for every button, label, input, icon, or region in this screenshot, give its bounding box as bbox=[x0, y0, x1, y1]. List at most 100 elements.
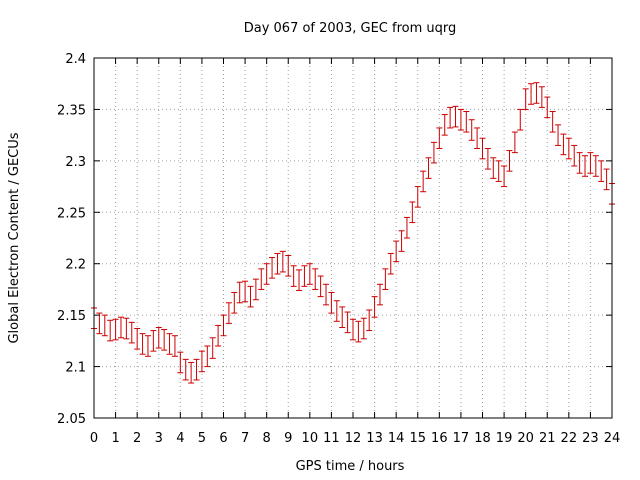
data-point bbox=[495, 160, 502, 182]
data-point bbox=[177, 351, 184, 374]
data-point bbox=[323, 283, 330, 306]
data-point bbox=[511, 131, 518, 154]
data-point bbox=[188, 361, 195, 384]
data-point bbox=[463, 110, 470, 133]
data-point bbox=[96, 312, 103, 335]
data-point bbox=[576, 152, 583, 174]
x-tick-label: 16 bbox=[431, 431, 448, 446]
data-point bbox=[393, 240, 400, 263]
data-point bbox=[312, 268, 319, 290]
data-point bbox=[101, 314, 108, 337]
plot-frame bbox=[93, 57, 613, 419]
data-point bbox=[447, 106, 454, 129]
data-point bbox=[484, 148, 491, 170]
data-point bbox=[587, 152, 594, 174]
data-point bbox=[231, 292, 238, 314]
x-tick-label: 22 bbox=[561, 431, 578, 446]
data-point bbox=[387, 252, 394, 275]
data-point bbox=[339, 306, 346, 328]
data-point bbox=[474, 127, 481, 150]
x-tick-label: 10 bbox=[302, 431, 319, 446]
data-point bbox=[549, 110, 556, 133]
x-tick-label: 20 bbox=[517, 431, 534, 446]
data-point bbox=[452, 105, 459, 128]
data-point bbox=[274, 252, 281, 275]
x-tick-label: 13 bbox=[366, 431, 383, 446]
data-point bbox=[161, 329, 168, 351]
data-point bbox=[171, 335, 178, 357]
data-point bbox=[555, 124, 562, 146]
data-point bbox=[355, 320, 362, 343]
chart-title: Day 067 of 2003, GEC from uqrg bbox=[244, 21, 457, 36]
data-point bbox=[220, 314, 227, 337]
data-point bbox=[193, 358, 200, 381]
data-point bbox=[155, 326, 162, 349]
data-point bbox=[538, 86, 545, 108]
data-point bbox=[317, 275, 324, 298]
data-point bbox=[301, 265, 308, 287]
data-point bbox=[306, 263, 313, 285]
data-point bbox=[371, 296, 378, 318]
data-point bbox=[252, 278, 259, 301]
data-point bbox=[420, 170, 427, 193]
data-points-layer bbox=[91, 82, 615, 384]
ticks-layer: 0 1 2 3 4 5 6 7 8 9 10 11 12 13 14 15 16 17 18 19 20 21 22 23 24… bbox=[57, 52, 620, 446]
data-point bbox=[296, 269, 303, 291]
data-point bbox=[571, 144, 578, 167]
data-point bbox=[225, 302, 232, 324]
x-tick-label: 24 bbox=[604, 431, 621, 446]
x-tick-label: 4 bbox=[176, 431, 184, 446]
data-point bbox=[166, 333, 173, 355]
x-tick-label: 14 bbox=[388, 431, 405, 446]
x-tick-label: 8 bbox=[263, 431, 271, 446]
x-tick-label: 19 bbox=[496, 431, 513, 446]
data-point bbox=[128, 321, 135, 344]
data-point bbox=[333, 300, 340, 322]
data-point bbox=[344, 311, 351, 334]
data-point bbox=[279, 250, 286, 273]
x-axis-label: GPS time / hours bbox=[296, 459, 405, 474]
x-tick-label: 21 bbox=[539, 431, 556, 446]
data-point bbox=[285, 254, 292, 277]
data-point bbox=[204, 345, 211, 368]
y-tick-label: 2.05 bbox=[57, 412, 86, 427]
data-point bbox=[123, 317, 130, 340]
data-point bbox=[468, 119, 475, 141]
x-tick-label: 2 bbox=[133, 431, 141, 446]
x-tick-label: 23 bbox=[582, 431, 599, 446]
x-tick-label: 1 bbox=[111, 431, 119, 446]
data-point bbox=[409, 201, 416, 224]
data-point bbox=[117, 316, 124, 339]
data-point bbox=[457, 108, 464, 131]
data-point bbox=[592, 155, 599, 177]
grid-layer bbox=[94, 58, 612, 418]
data-point bbox=[517, 108, 524, 131]
data-point bbox=[414, 186, 421, 208]
data-point bbox=[144, 335, 151, 357]
data-point bbox=[479, 137, 486, 160]
x-tick-label: 0 bbox=[90, 431, 98, 446]
data-point bbox=[522, 88, 529, 110]
data-point bbox=[544, 96, 551, 119]
data-point bbox=[582, 155, 589, 177]
x-tick-label: 15 bbox=[409, 431, 426, 446]
data-point bbox=[139, 333, 146, 355]
data-point bbox=[598, 160, 605, 182]
x-tick-label: 7 bbox=[241, 431, 249, 446]
data-point bbox=[398, 230, 405, 252]
data-point bbox=[290, 265, 297, 287]
data-point bbox=[533, 82, 540, 104]
data-point bbox=[430, 141, 437, 164]
data-point bbox=[560, 133, 567, 156]
data-point bbox=[107, 319, 114, 342]
x-tick-label: 9 bbox=[284, 431, 292, 446]
data-point bbox=[565, 137, 572, 160]
y-tick-label: 2.35 bbox=[57, 103, 86, 118]
data-point bbox=[209, 337, 216, 359]
y-tick-label: 2.15 bbox=[57, 309, 86, 324]
y-tick-label: 2.4 bbox=[65, 52, 86, 67]
data-point bbox=[490, 157, 497, 179]
data-point bbox=[263, 263, 270, 285]
data-point bbox=[258, 268, 265, 290]
x-tick-label: 17 bbox=[453, 431, 470, 446]
